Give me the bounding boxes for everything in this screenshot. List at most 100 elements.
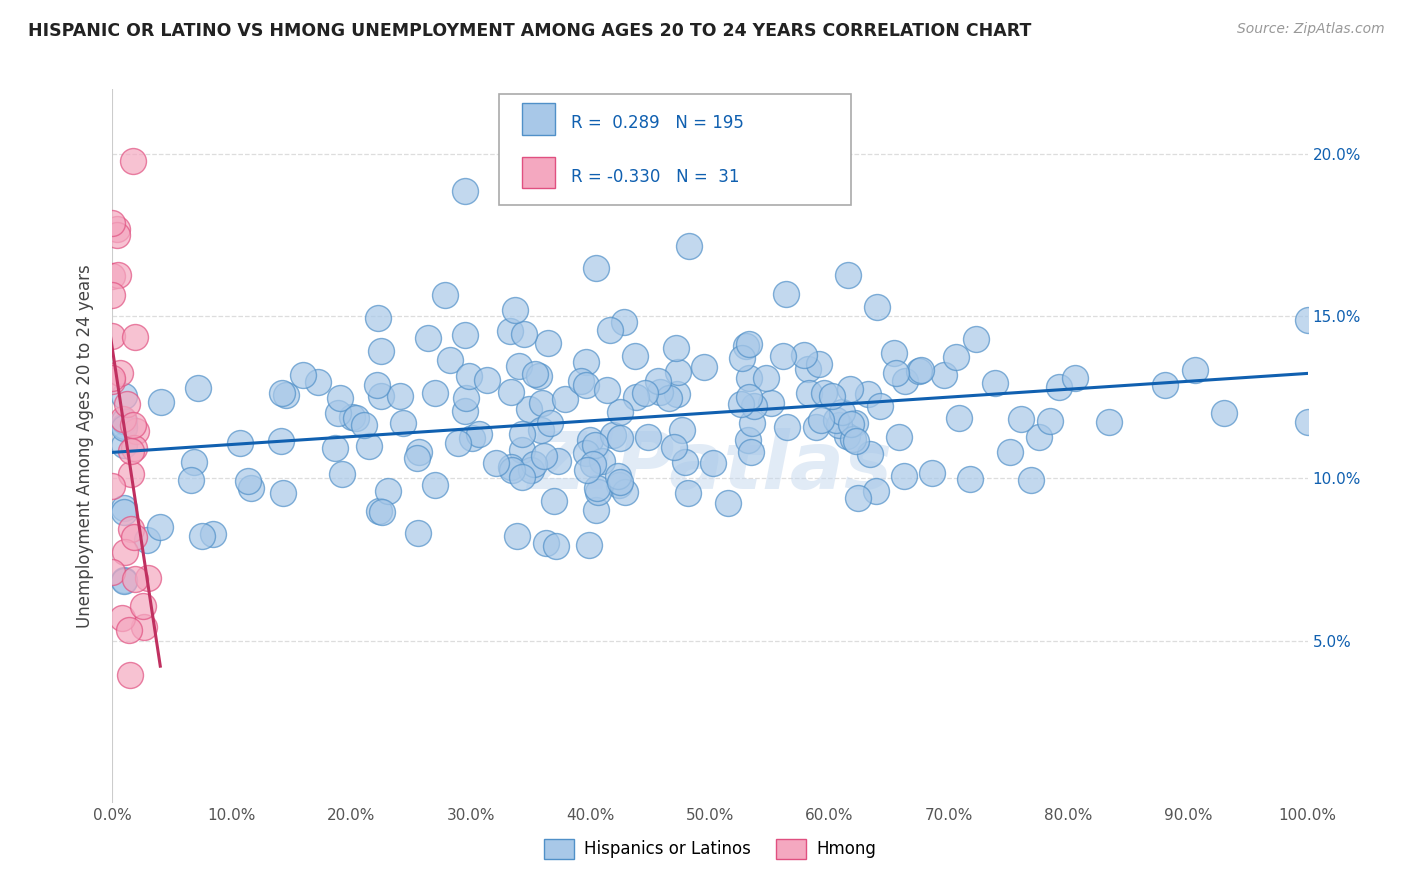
Point: [585, 481, 607, 495]
Point: [533, 449, 555, 463]
Point: [534, 536, 557, 550]
Point: [101, 370, 124, 384]
Point: [1296, 416, 1319, 430]
Point: [1028, 430, 1050, 444]
Point: [856, 387, 879, 401]
Point: [1047, 379, 1070, 393]
Point: [408, 445, 430, 459]
Point: [122, 154, 145, 169]
Point: [1064, 371, 1087, 385]
Point: [229, 436, 252, 450]
Point: [240, 481, 263, 495]
Point: [180, 473, 202, 487]
Point: [575, 355, 598, 369]
Point: [270, 385, 292, 400]
Legend: Hispanics or Latinos, Hmong: Hispanics or Latinos, Hmong: [537, 832, 883, 866]
Point: [330, 467, 353, 481]
Point: [637, 429, 659, 443]
Point: [370, 344, 392, 359]
Point: [388, 389, 411, 403]
Point: [772, 349, 794, 363]
Point: [575, 378, 598, 392]
Point: [887, 429, 910, 443]
Point: [467, 426, 489, 441]
Point: [844, 417, 866, 431]
Point: [730, 397, 752, 411]
Point: [101, 565, 124, 579]
Point: [821, 389, 844, 403]
Point: [554, 392, 576, 407]
Point: [1039, 414, 1062, 428]
Point: [111, 611, 134, 625]
Point: [845, 434, 868, 449]
Point: [1098, 416, 1121, 430]
Point: [623, 350, 645, 364]
Point: [859, 447, 882, 461]
Y-axis label: Unemployment Among Ages 20 to 24 years: Unemployment Among Ages 20 to 24 years: [76, 264, 94, 628]
Point: [583, 438, 606, 452]
Point: [292, 368, 315, 382]
Point: [959, 472, 981, 486]
Point: [453, 184, 475, 198]
Point: [717, 496, 740, 510]
Point: [1010, 412, 1032, 426]
Point: [1019, 473, 1042, 487]
Point: [883, 346, 905, 360]
Point: [122, 530, 145, 544]
Point: [547, 454, 569, 468]
Point: [114, 389, 135, 403]
Point: [101, 216, 124, 230]
Point: [433, 288, 456, 302]
Point: [107, 268, 129, 282]
Point: [910, 363, 932, 377]
Point: [571, 374, 593, 388]
Point: [658, 391, 681, 405]
Point: [307, 375, 329, 389]
Point: [599, 323, 621, 337]
Point: [508, 359, 530, 373]
Point: [453, 327, 475, 342]
Point: [101, 374, 124, 388]
Point: [1184, 363, 1206, 377]
Point: [120, 467, 142, 481]
Point: [934, 368, 956, 382]
Point: [118, 668, 141, 682]
Point: [759, 396, 782, 410]
Point: [634, 386, 657, 401]
Point: [101, 479, 124, 493]
Point: [124, 329, 146, 343]
Point: [742, 399, 765, 413]
Point: [841, 432, 863, 446]
Point: [499, 459, 522, 474]
Point: [650, 384, 672, 399]
Point: [371, 505, 394, 519]
Point: [666, 364, 689, 378]
Point: [370, 389, 392, 403]
Point: [839, 383, 862, 397]
Point: [810, 413, 832, 427]
Point: [501, 384, 523, 399]
Point: [108, 366, 131, 380]
Text: HISPANIC OR LATINO VS HMONG UNEMPLOYMENT AMONG AGES 20 TO 24 YEARS CORRELATION C: HISPANIC OR LATINO VS HMONG UNEMPLOYMENT…: [28, 22, 1032, 40]
Point: [456, 391, 478, 405]
Point: [793, 348, 815, 362]
Point: [132, 599, 155, 613]
Point: [134, 620, 156, 634]
Point: [647, 374, 669, 388]
Point: [740, 444, 762, 458]
Point: [582, 457, 605, 471]
Point: [591, 454, 613, 468]
Point: [114, 545, 136, 559]
Point: [948, 411, 970, 425]
Point: [114, 573, 135, 587]
Point: [510, 427, 533, 442]
Point: [114, 504, 135, 518]
Point: [475, 373, 498, 387]
Point: [276, 388, 298, 402]
Point: [841, 417, 863, 432]
Point: [607, 478, 630, 492]
Point: [513, 327, 536, 342]
Point: [671, 423, 693, 437]
Point: [270, 434, 292, 449]
Point: [122, 418, 145, 433]
